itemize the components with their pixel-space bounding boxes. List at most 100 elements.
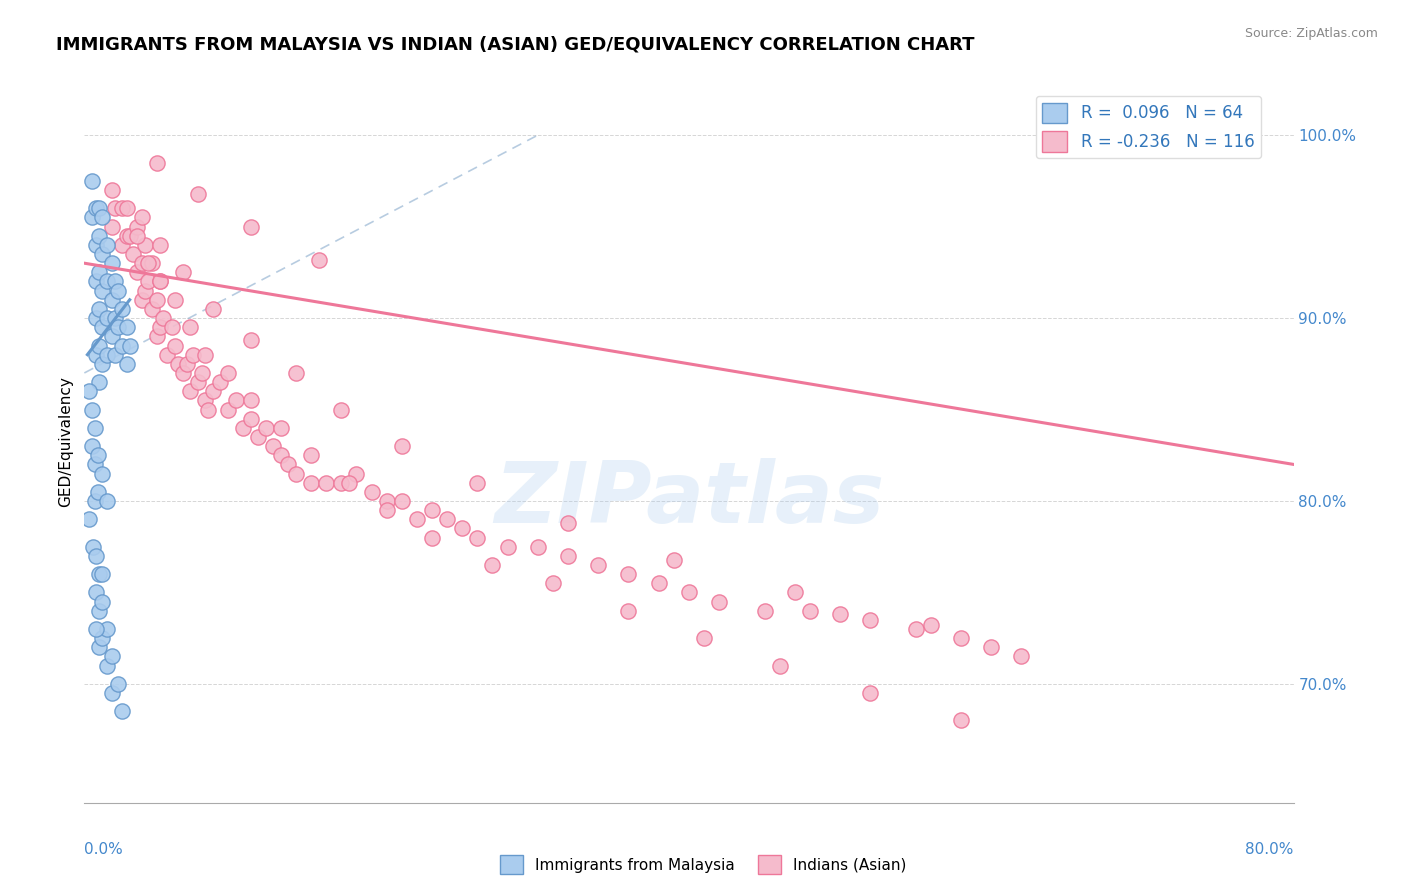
Point xyxy=(91,357,114,371)
Point xyxy=(277,458,299,472)
Point xyxy=(617,604,640,618)
Point xyxy=(107,284,129,298)
Point xyxy=(89,265,111,279)
Point xyxy=(179,320,201,334)
Point xyxy=(217,402,239,417)
Point xyxy=(299,475,322,490)
Point xyxy=(709,594,731,608)
Point xyxy=(96,275,118,289)
Point xyxy=(121,247,143,261)
Text: 80.0%: 80.0% xyxy=(1246,842,1294,856)
Point xyxy=(160,320,183,334)
Point xyxy=(904,622,927,636)
Point xyxy=(77,384,100,399)
Point xyxy=(156,348,179,362)
Point xyxy=(118,228,141,243)
Point xyxy=(89,228,111,243)
Point xyxy=(285,467,308,481)
Point xyxy=(104,202,127,216)
Point xyxy=(247,430,270,444)
Point xyxy=(111,202,134,216)
Point xyxy=(187,186,209,201)
Point xyxy=(149,238,172,252)
Point xyxy=(950,714,973,728)
Point xyxy=(201,384,224,399)
Point xyxy=(127,265,149,279)
Point xyxy=(111,238,134,252)
Point xyxy=(115,228,138,243)
Point xyxy=(80,174,103,188)
Point xyxy=(84,458,107,472)
Point xyxy=(115,357,138,371)
Point xyxy=(131,293,153,307)
Legend: Immigrants from Malaysia, Indians (Asian): Immigrants from Malaysia, Indians (Asian… xyxy=(494,849,912,880)
Point xyxy=(89,338,111,352)
Text: Source: ZipAtlas.com: Source: ZipAtlas.com xyxy=(1244,27,1378,40)
Point xyxy=(86,202,108,216)
Point xyxy=(80,402,103,417)
Point xyxy=(134,238,156,252)
Point xyxy=(100,183,122,197)
Point xyxy=(172,265,194,279)
Point xyxy=(950,631,973,645)
Point xyxy=(693,631,716,645)
Y-axis label: GED/Equivalency: GED/Equivalency xyxy=(58,376,73,507)
Point xyxy=(111,704,134,718)
Point xyxy=(176,357,198,371)
Point xyxy=(91,631,114,645)
Point xyxy=(391,494,413,508)
Point xyxy=(980,640,1002,655)
Point xyxy=(270,448,292,462)
Point xyxy=(86,348,108,362)
Point xyxy=(96,494,118,508)
Point xyxy=(96,311,118,326)
Point xyxy=(467,475,489,490)
Point xyxy=(239,333,262,347)
Point xyxy=(146,293,169,307)
Point xyxy=(769,658,792,673)
Point xyxy=(86,585,108,599)
Point xyxy=(270,421,292,435)
Point xyxy=(217,366,239,380)
Point xyxy=(191,366,214,380)
Point xyxy=(308,252,330,267)
Point xyxy=(451,521,474,535)
Point xyxy=(920,618,942,632)
Point xyxy=(86,549,108,563)
Point xyxy=(588,558,610,572)
Point xyxy=(436,512,458,526)
Point xyxy=(89,604,111,618)
Point xyxy=(91,467,114,481)
Point xyxy=(91,284,114,298)
Point xyxy=(859,686,882,700)
Point xyxy=(375,503,398,517)
Point xyxy=(149,275,172,289)
Text: 0.0%: 0.0% xyxy=(84,842,124,856)
Point xyxy=(194,348,217,362)
Point xyxy=(209,375,232,389)
Point xyxy=(662,552,685,566)
Point xyxy=(84,494,107,508)
Point xyxy=(89,567,111,582)
Point xyxy=(406,512,429,526)
Point xyxy=(104,348,127,362)
Point xyxy=(100,329,122,343)
Point xyxy=(527,540,550,554)
Point xyxy=(89,640,111,655)
Point xyxy=(127,228,149,243)
Point xyxy=(89,301,111,316)
Point xyxy=(194,393,217,408)
Point xyxy=(96,238,118,252)
Point xyxy=(80,439,103,453)
Point xyxy=(360,484,382,499)
Point xyxy=(86,238,108,252)
Point xyxy=(754,604,776,618)
Point xyxy=(91,594,114,608)
Point xyxy=(799,604,821,618)
Point xyxy=(96,658,118,673)
Point xyxy=(165,293,187,307)
Point xyxy=(557,549,579,563)
Point xyxy=(254,421,277,435)
Point xyxy=(239,411,262,425)
Point xyxy=(149,320,172,334)
